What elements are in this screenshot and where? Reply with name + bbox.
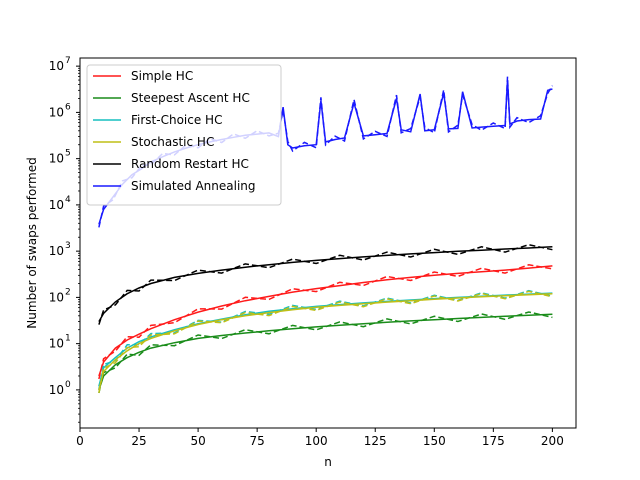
legend-entry: First-Choice HC (131, 113, 222, 127)
y-tick-label: 10 (49, 337, 64, 351)
plot-frame (79, 57, 577, 429)
y-tick-label: 10 (49, 59, 64, 73)
series-line-dashed (98, 76, 554, 228)
x-tick-label: 175 (482, 434, 505, 448)
y-tick-label: 10 (49, 198, 64, 212)
x-tick-label: 125 (364, 434, 387, 448)
series-line-dashed (98, 243, 553, 325)
y-tick-label: 10 (49, 244, 64, 258)
y-tick-exponent: 6 (65, 102, 71, 112)
series-line-dashed (98, 290, 553, 394)
x-tick-label: 25 (131, 434, 146, 448)
series-line (98, 313, 553, 391)
y-tick-label: 10 (49, 152, 64, 166)
y-tick-exponent: 7 (65, 56, 71, 66)
legend-entry: Random Restart HC (131, 157, 249, 171)
x-tick-label: 100 (305, 434, 328, 448)
y-tick-exponent: 5 (65, 149, 71, 159)
y-tick-label: 10 (49, 290, 64, 304)
x-tick-label: 200 (541, 434, 564, 448)
y-tick-exponent: 3 (65, 241, 71, 251)
legend-entry: Simulated Annealing (131, 179, 256, 193)
x-tick-label: 150 (423, 434, 446, 448)
series-line (98, 245, 553, 322)
legend-entry: Stochastic HC (131, 135, 214, 149)
x-axis-label: n (324, 455, 332, 469)
y-tick-exponent: 0 (65, 380, 71, 390)
series-line-dashed (98, 311, 553, 394)
y-tick-label: 10 (49, 383, 64, 397)
y-tick-exponent: 1 (65, 334, 71, 344)
y-tick-exponent: 2 (65, 287, 71, 297)
x-tick-label: 0 (76, 434, 84, 448)
series-layer (98, 76, 554, 394)
legend-entry: Steepest Ascent HC (131, 91, 250, 105)
y-axis-label: Number of swaps performed (25, 157, 39, 328)
y-tick-exponent: 4 (65, 195, 71, 205)
series-line (98, 292, 553, 391)
series-line-dashed (98, 289, 553, 390)
x-tick-label: 50 (190, 434, 205, 448)
y-tick-label: 10 (49, 105, 64, 119)
x-axis: 0 25 50 75 100 125 150 175 200 (76, 428, 564, 448)
legend-box (86, 64, 282, 206)
legend-entry: Simple HC (131, 69, 193, 83)
legend: Simple HC Steepest Ascent HC First-Choice … (86, 64, 282, 206)
x-tick-label: 75 (250, 434, 265, 448)
series-line (98, 265, 553, 377)
